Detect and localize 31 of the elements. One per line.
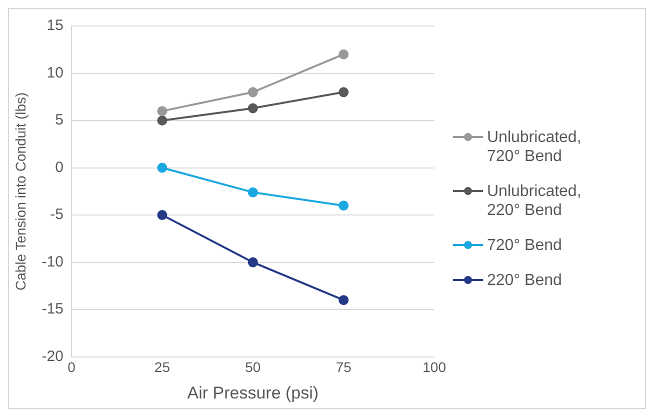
x-tick-label: 100	[422, 359, 446, 376]
x-tick-label: 25	[154, 359, 170, 376]
y-tick-label: 0	[55, 158, 64, 176]
legend-label: 720° Bend	[487, 236, 563, 254]
y-tick-label: -15	[42, 300, 64, 318]
x-tick-label: 75	[336, 359, 352, 376]
point	[248, 87, 258, 98]
point	[157, 162, 168, 173]
x-tick-label: 50	[245, 359, 261, 376]
point	[248, 187, 258, 198]
point	[248, 257, 258, 268]
y-tick-label: -10	[42, 253, 64, 270]
legend-label: 220° Bend	[487, 270, 563, 290]
point	[338, 295, 349, 306]
point	[157, 210, 168, 220]
x-axis-title: Air Pressure (psi)	[187, 383, 319, 402]
point	[338, 49, 349, 60]
legend-label: Unlubricated, 720° Bend	[487, 128, 582, 166]
x-tick-label: 0	[68, 359, 76, 376]
y-tick-label: -5	[50, 206, 64, 224]
point	[338, 87, 349, 98]
point	[338, 200, 349, 211]
point	[157, 116, 168, 126]
point	[248, 103, 258, 114]
point	[157, 106, 168, 116]
y-tick-label: 10	[46, 64, 64, 82]
y-tick-label: 15	[46, 17, 64, 34]
y-tick-label: -20	[42, 348, 64, 365]
y-tick-label: 5	[55, 112, 64, 129]
y-axis-title: Cable Tension into Conduit (lbs)	[12, 92, 28, 290]
legend-label: Unlubricated, 220° Bend	[487, 182, 582, 220]
